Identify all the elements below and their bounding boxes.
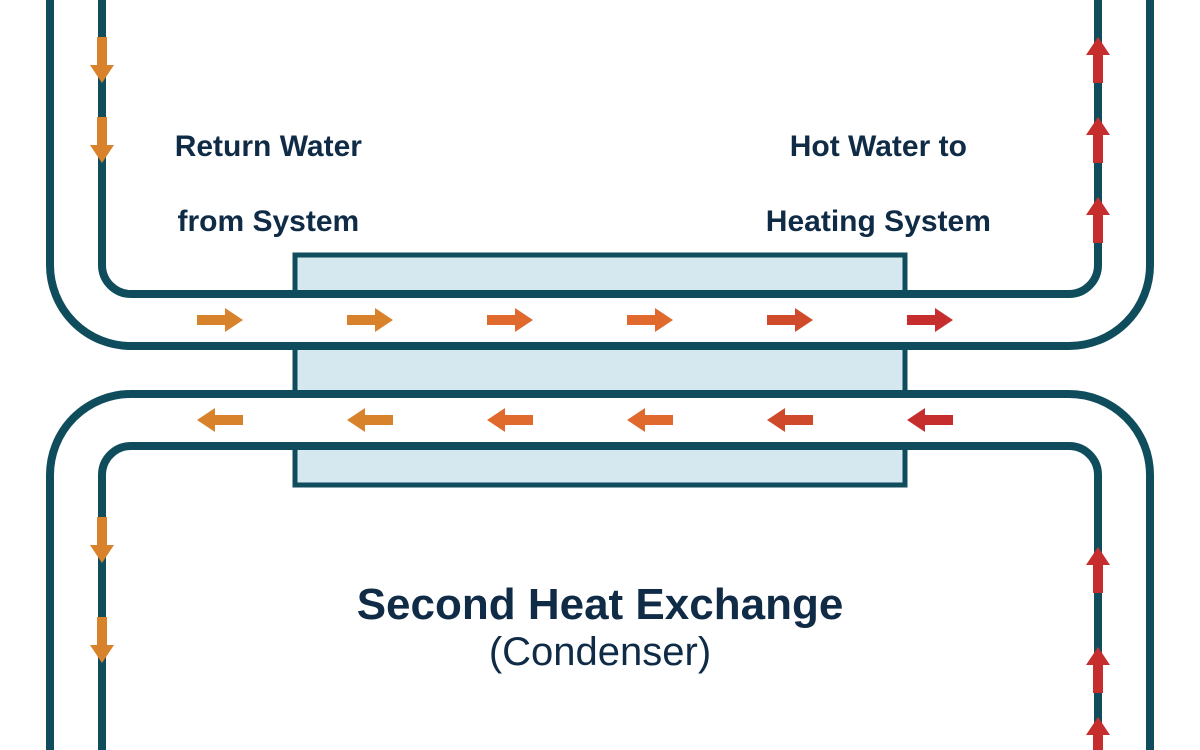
- label-return-water-line2: from System: [177, 205, 359, 238]
- label-return-water: Return Water from System: [130, 90, 390, 240]
- diagram-title-line2: (Condenser): [0, 630, 1200, 675]
- label-hot-water: Hot Water to Heating System: [740, 90, 1000, 240]
- diagram-title-line1: Second Heat Exchange: [0, 580, 1200, 630]
- label-hot-water-line2: Heating System: [766, 205, 991, 238]
- heat-exchanger-box: [295, 255, 905, 485]
- diagram-title: Second Heat Exchange (Condenser): [0, 580, 1200, 675]
- label-hot-water-line1: Hot Water to: [790, 130, 967, 163]
- label-return-water-line1: Return Water: [175, 130, 362, 163]
